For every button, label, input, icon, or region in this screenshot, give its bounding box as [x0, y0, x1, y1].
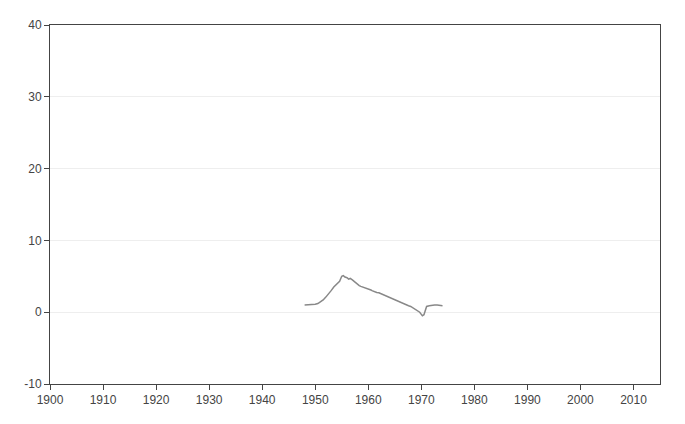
svg-text:1940: 1940: [249, 393, 276, 407]
svg-text:1990: 1990: [514, 393, 541, 407]
svg-text:1970: 1970: [408, 393, 435, 407]
svg-text:40: 40: [28, 18, 42, 32]
svg-text:1980: 1980: [461, 393, 488, 407]
svg-text:1930: 1930: [196, 393, 223, 407]
svg-text:10: 10: [28, 234, 42, 248]
svg-text:1960: 1960: [355, 393, 382, 407]
svg-text:0: 0: [35, 305, 42, 319]
svg-text:2010: 2010: [620, 393, 647, 407]
svg-text:1950: 1950: [302, 393, 329, 407]
svg-text:1920: 1920: [143, 393, 170, 407]
svg-text:20: 20: [28, 162, 42, 176]
svg-text:-10: -10: [24, 377, 42, 391]
svg-text:1900: 1900: [37, 393, 64, 407]
svg-text:30: 30: [28, 90, 42, 104]
svg-text:1910: 1910: [90, 393, 117, 407]
svg-text:2000: 2000: [567, 393, 594, 407]
